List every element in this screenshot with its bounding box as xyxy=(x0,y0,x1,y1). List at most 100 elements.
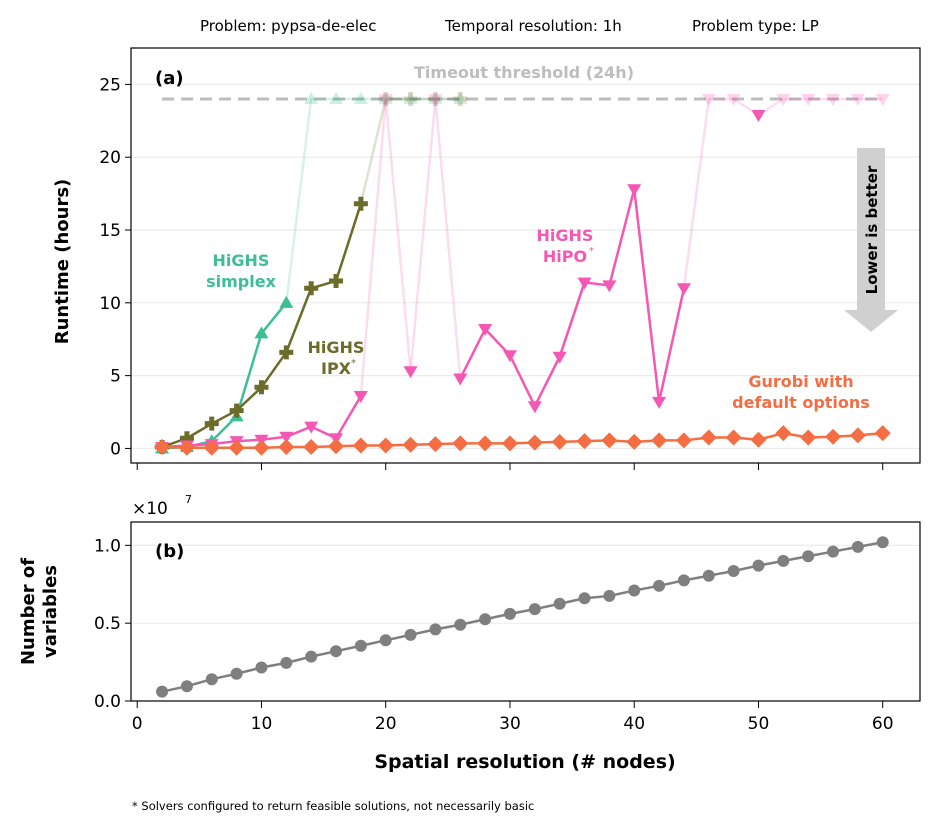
data-point xyxy=(279,295,294,308)
data-point xyxy=(453,373,468,386)
data-point xyxy=(353,196,368,211)
data-point xyxy=(727,565,740,578)
series-diamond xyxy=(154,425,891,456)
x-tick-label: 30 xyxy=(499,714,521,734)
data-point xyxy=(479,613,492,626)
data-point xyxy=(156,685,169,698)
x-tick-label: 10 xyxy=(251,714,273,734)
series-segment xyxy=(508,354,536,407)
data-point xyxy=(725,429,742,446)
data-point xyxy=(228,439,245,456)
series-triangle-up xyxy=(155,91,468,454)
data-point xyxy=(826,93,841,106)
series-segment xyxy=(285,287,313,353)
data-point xyxy=(651,432,668,449)
data-point xyxy=(477,435,494,452)
data-point xyxy=(501,435,518,452)
data-point xyxy=(700,429,717,446)
data-point xyxy=(154,438,171,455)
data-point xyxy=(429,623,442,636)
series-segment xyxy=(334,203,363,282)
series-segment xyxy=(235,386,263,412)
data-point xyxy=(552,351,567,364)
x-tick-label: 40 xyxy=(623,714,645,734)
data-point xyxy=(329,91,344,104)
y-tick-label: 1.0 xyxy=(94,536,121,556)
series-segment xyxy=(334,395,362,439)
data-point xyxy=(825,428,842,445)
plot-frame xyxy=(130,521,921,702)
y-tick-label: 25 xyxy=(99,75,121,95)
data-point xyxy=(254,326,269,339)
series-segment xyxy=(434,98,462,379)
data-point xyxy=(180,680,193,693)
data-point xyxy=(750,431,767,448)
plot-frame xyxy=(130,47,921,464)
data-point xyxy=(452,435,469,452)
series-label: HiPO xyxy=(543,247,587,266)
lower-is-better-label: Lower is better xyxy=(863,165,881,294)
data-point xyxy=(428,93,443,106)
header-type: Problem type: LP xyxy=(692,17,819,35)
data-point xyxy=(528,603,541,616)
data-point xyxy=(751,109,766,122)
x-axis-label: Spatial resolution (# nodes) xyxy=(374,751,675,773)
series-segment xyxy=(459,328,487,380)
series-segment xyxy=(608,188,636,286)
data-point xyxy=(403,91,418,106)
series-label: Gurobi with xyxy=(748,372,853,391)
data-point xyxy=(402,436,419,453)
variables-panel: 0.0 0.5 1.0 0 10 20 30 40 50 60 (b) ×10 7 Number of va… xyxy=(18,493,921,773)
y-tick-label: 20 xyxy=(99,148,121,168)
panel-label: (a) xyxy=(155,68,184,89)
data-point xyxy=(378,91,393,104)
data-point xyxy=(551,433,568,450)
data-point xyxy=(453,91,468,106)
data-point xyxy=(652,396,667,409)
data-point xyxy=(502,350,517,363)
data-point xyxy=(726,93,741,106)
y-tick-label: 0 xyxy=(110,439,121,459)
data-point xyxy=(304,421,319,434)
data-point xyxy=(677,574,690,587)
data-point xyxy=(229,403,244,418)
data-point xyxy=(527,401,542,414)
footnote: * Solvers configured to return feasible … xyxy=(132,799,534,813)
data-point xyxy=(427,436,444,453)
x-tick-label: 0 xyxy=(132,714,143,734)
data-point xyxy=(378,91,393,106)
data-point xyxy=(553,597,566,610)
series-segment xyxy=(260,351,288,389)
data-point xyxy=(354,639,367,652)
data-point xyxy=(578,592,591,605)
data-point xyxy=(701,93,716,106)
header-problem: Problem: pypsa-de-elec xyxy=(200,17,377,35)
x-tick-label: 50 xyxy=(748,714,770,734)
data-point xyxy=(204,416,219,431)
data-point xyxy=(850,93,865,106)
series-label: simplex xyxy=(206,272,276,291)
series-triangle-down xyxy=(155,93,890,454)
series-label: IPX xyxy=(321,359,352,378)
data-point xyxy=(378,93,393,106)
series-label: default options xyxy=(732,393,870,412)
scale-factor-label: ×10 xyxy=(132,499,168,519)
y-tick-label: 5 xyxy=(110,367,121,387)
y-axis-label: Runtime (hours) xyxy=(52,179,73,345)
x-tick-label: 60 xyxy=(872,714,894,734)
data-point xyxy=(752,559,765,572)
data-point xyxy=(377,437,394,454)
series-segment xyxy=(558,282,586,358)
series-segment xyxy=(384,98,412,372)
data-point xyxy=(653,579,666,592)
data-point xyxy=(304,281,319,296)
data-point xyxy=(777,554,790,567)
x-tick-label: 20 xyxy=(375,714,397,734)
data-point xyxy=(603,589,616,602)
data-point xyxy=(576,433,593,450)
scale-factor-exponent: 7 xyxy=(185,493,192,506)
data-point xyxy=(278,438,295,455)
data-point xyxy=(179,431,194,446)
series-segment xyxy=(533,356,561,407)
